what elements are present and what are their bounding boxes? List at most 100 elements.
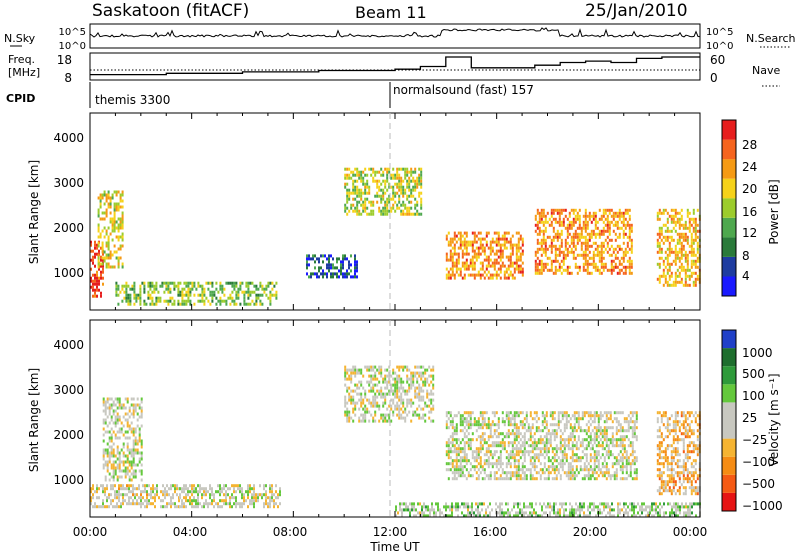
velocity-cell-3 <box>386 386 389 390</box>
velocity-cell-3 <box>384 413 387 417</box>
velocity-cell-4 <box>653 514 655 518</box>
power-cell-2 <box>275 281 278 285</box>
power-cell-7 <box>688 283 691 287</box>
velocity-cell-2 <box>189 502 191 506</box>
velocity-cell-5 <box>527 444 530 448</box>
velocity-cell-3 <box>432 368 435 372</box>
velocity-cell-4 <box>459 505 461 509</box>
velocity-cell-5 <box>511 444 514 448</box>
velocity-cell-5 <box>545 450 548 454</box>
velocity-cell-5 <box>461 438 464 442</box>
velocity-cell-0 <box>94 490 96 494</box>
velocity-cell-5 <box>559 447 562 451</box>
power-cell-6 <box>552 211 555 215</box>
velocity-cell-4 <box>455 502 457 506</box>
velocity-cell-3 <box>422 389 425 393</box>
velocity-cell-5 <box>515 453 518 457</box>
velocity-cell-4 <box>457 514 459 518</box>
velocity-cell-3 <box>378 389 381 393</box>
power-cell-3 <box>322 272 324 276</box>
velocity-cell-5 <box>599 444 602 448</box>
power-cell-2 <box>193 302 196 306</box>
power-cell-4 <box>356 173 359 177</box>
power-cell-7 <box>666 220 669 224</box>
velocity-cell-5 <box>465 477 468 481</box>
velocity-cell-2 <box>271 487 273 491</box>
velocity-cell-3 <box>346 407 349 411</box>
velocity-cell-5 <box>495 411 498 415</box>
velocity-cell-2 <box>223 484 225 488</box>
velocity-cell-5 <box>593 414 596 418</box>
velocity-cell-3 <box>398 389 401 393</box>
velocity-cell-4 <box>687 514 689 518</box>
power-cell-5 <box>459 240 462 244</box>
power-cell-5 <box>449 267 452 271</box>
power-cell-4 <box>414 206 417 210</box>
velocity-cell-3 <box>410 377 413 381</box>
power-cell-6 <box>578 238 581 242</box>
power-cell-6 <box>618 208 621 212</box>
power-cell-7 <box>696 208 699 212</box>
power-cell-4 <box>380 182 383 186</box>
power-cell-5 <box>463 240 466 244</box>
power-cell-2 <box>147 293 150 297</box>
velocity-cell-5 <box>605 477 608 481</box>
power-cell-4 <box>392 188 395 192</box>
power-cell-7 <box>670 235 673 239</box>
power-cell-6 <box>572 220 575 224</box>
power-cell-7 <box>664 229 667 233</box>
velocity-cell-5 <box>575 453 578 457</box>
power-cell-7 <box>694 271 697 275</box>
velocity-cell-5 <box>445 462 448 466</box>
power-cell-5 <box>467 243 470 247</box>
power-cell-3 <box>346 269 348 273</box>
velocity-cell-5 <box>449 468 452 472</box>
velocity-cell-5 <box>517 411 520 415</box>
power-cell-7 <box>674 247 677 251</box>
velocity-cell-5 <box>467 441 470 445</box>
power-cell-5 <box>491 273 494 277</box>
velocity-cell-3 <box>362 407 365 411</box>
power-cell-7 <box>666 235 669 239</box>
velocity-cell-3 <box>366 398 369 402</box>
power-cell-5 <box>461 261 464 265</box>
velocity-cell-5 <box>537 438 540 442</box>
power-cell-6 <box>586 214 589 218</box>
velocity-cell-5 <box>517 447 520 451</box>
power-cell-3 <box>342 260 344 264</box>
velocity-cell-1 <box>110 418 113 422</box>
velocity-cell-1 <box>126 421 129 425</box>
velocity-cell-2 <box>269 502 271 506</box>
velocity-cell-4 <box>631 505 633 509</box>
velocity-cell-5 <box>451 462 454 466</box>
velocity-cell-4 <box>409 508 411 512</box>
velocity-cell-4 <box>445 502 447 506</box>
power-cell-6 <box>584 211 587 215</box>
power-cell-6 <box>602 226 605 230</box>
power-cell-4 <box>348 176 351 180</box>
velocity-cell-3 <box>432 419 435 423</box>
velocity-cell-5 <box>545 414 548 418</box>
power-cell-7 <box>676 220 679 224</box>
velocity-cell-5 <box>517 462 520 466</box>
power-cell-4 <box>344 185 347 189</box>
velocity-cell-4 <box>587 508 589 512</box>
velocity-cell-4 <box>539 502 541 506</box>
velocity-cell-5 <box>565 420 568 424</box>
velocity-cell-5 <box>519 420 522 424</box>
velocity-cell-3 <box>400 413 403 417</box>
power-cell-1 <box>107 241 110 245</box>
velocity-cell-5 <box>573 435 576 439</box>
velocity-cell-0 <box>150 502 152 506</box>
velocity-cell-5 <box>469 468 472 472</box>
velocity-cell-1 <box>130 451 133 455</box>
velocity-cell-2 <box>257 496 259 500</box>
velocity-cell-4 <box>547 502 549 506</box>
power-cell-3 <box>342 254 344 258</box>
power-cell-1 <box>119 226 122 230</box>
velocity-cell-0 <box>146 496 148 500</box>
velocity-cell-3 <box>408 398 411 402</box>
velocity-cell-1 <box>140 463 143 467</box>
velocity-cell-1 <box>118 463 121 467</box>
velocity-cell-2 <box>191 493 193 497</box>
